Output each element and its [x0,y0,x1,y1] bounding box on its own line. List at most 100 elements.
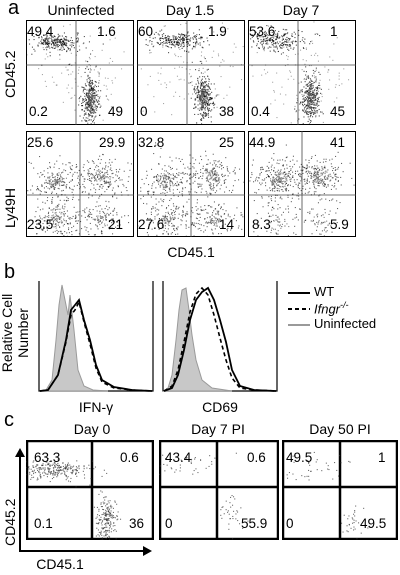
event-dot [232,189,234,191]
event-dot [75,211,77,213]
event-dot [171,167,173,169]
event-dot [80,221,82,223]
event-dot [63,218,65,220]
event-dot [165,177,167,179]
event-dot [57,221,59,223]
event-dot [270,215,272,217]
event-dot [89,104,91,106]
event-dot [290,47,292,49]
quadrant-ul: 60 [138,24,154,39]
event-dot [178,42,180,44]
event-dot [306,165,308,167]
event-dot [308,191,310,193]
event-dot [166,218,168,220]
event-dot [68,227,70,229]
event-dot [104,215,106,217]
event-dot [220,215,222,217]
event-dot [308,89,310,91]
event-dot [310,88,312,90]
event-dot [215,170,217,172]
event-dot [313,216,315,218]
event-dot [49,42,51,44]
event-dot [174,176,176,178]
event-dot [50,40,52,42]
event-dot [274,30,276,32]
event-dot [59,35,61,37]
event-dot [300,102,302,104]
event-dot [81,102,83,104]
event-dot [175,157,177,159]
event-dot [307,75,309,77]
event-dot [61,207,63,209]
event-dot [93,102,95,104]
event-dot [57,216,59,218]
event-dot [306,85,308,87]
event-dot [324,175,326,177]
event-dot [62,213,64,215]
event-dot [312,99,314,101]
event-dot [285,144,287,146]
event-dot [314,77,316,79]
event-dot [147,234,149,236]
event-dot [62,205,64,207]
event-dot [54,163,56,165]
event-dot [177,183,179,185]
event-dot [100,519,102,521]
event-dot [286,36,288,38]
event-dot [158,163,160,165]
event-dot [311,176,313,178]
event-dot [96,99,98,101]
event-dot [164,222,166,224]
event-dot [86,107,88,109]
event-dot [283,42,285,44]
event-dot [251,34,253,36]
event-dot [206,163,208,165]
event-dot [206,84,208,86]
event-dot [209,187,211,189]
event-dot [316,165,318,167]
event-dot [90,110,92,112]
event-dot [53,217,55,219]
event-dot [51,184,53,186]
event-dot [160,37,162,39]
event-dot [210,193,212,195]
event-dot [207,76,209,78]
event-dot [45,37,47,39]
event-dot [260,39,262,41]
event-dot [212,167,214,169]
event-dot [105,215,107,217]
event-dot [153,181,155,183]
event-dot [65,475,67,477]
event-dot [218,174,220,176]
event-dot [287,196,289,198]
event-dot [75,472,77,474]
event-dot [313,99,315,101]
event-dot [196,199,198,201]
event-dot [202,90,204,92]
event-dot [270,38,272,40]
event-dot [52,181,54,183]
event-dot [282,36,284,38]
event-dot [166,186,168,188]
event-dot [176,75,178,77]
event-dot [163,178,165,180]
event-dot [279,185,281,187]
event-dot [201,96,203,98]
panel-a-letter: a [8,0,20,19]
dot-cluster [92,205,110,230]
event-dot [267,40,269,42]
event-dot [97,217,99,219]
event-dot [202,107,204,109]
event-dot [309,81,311,83]
event-dot [166,182,168,184]
event-dot [156,180,158,182]
event-dot [274,46,276,48]
event-dot [179,37,181,39]
event-dot [165,87,167,89]
event-dot [313,103,315,105]
event-dot [107,519,109,521]
quadrant-lr: 45 [330,104,346,119]
event-dot [52,41,54,43]
event-dot [196,86,198,88]
event-dot [54,212,56,214]
